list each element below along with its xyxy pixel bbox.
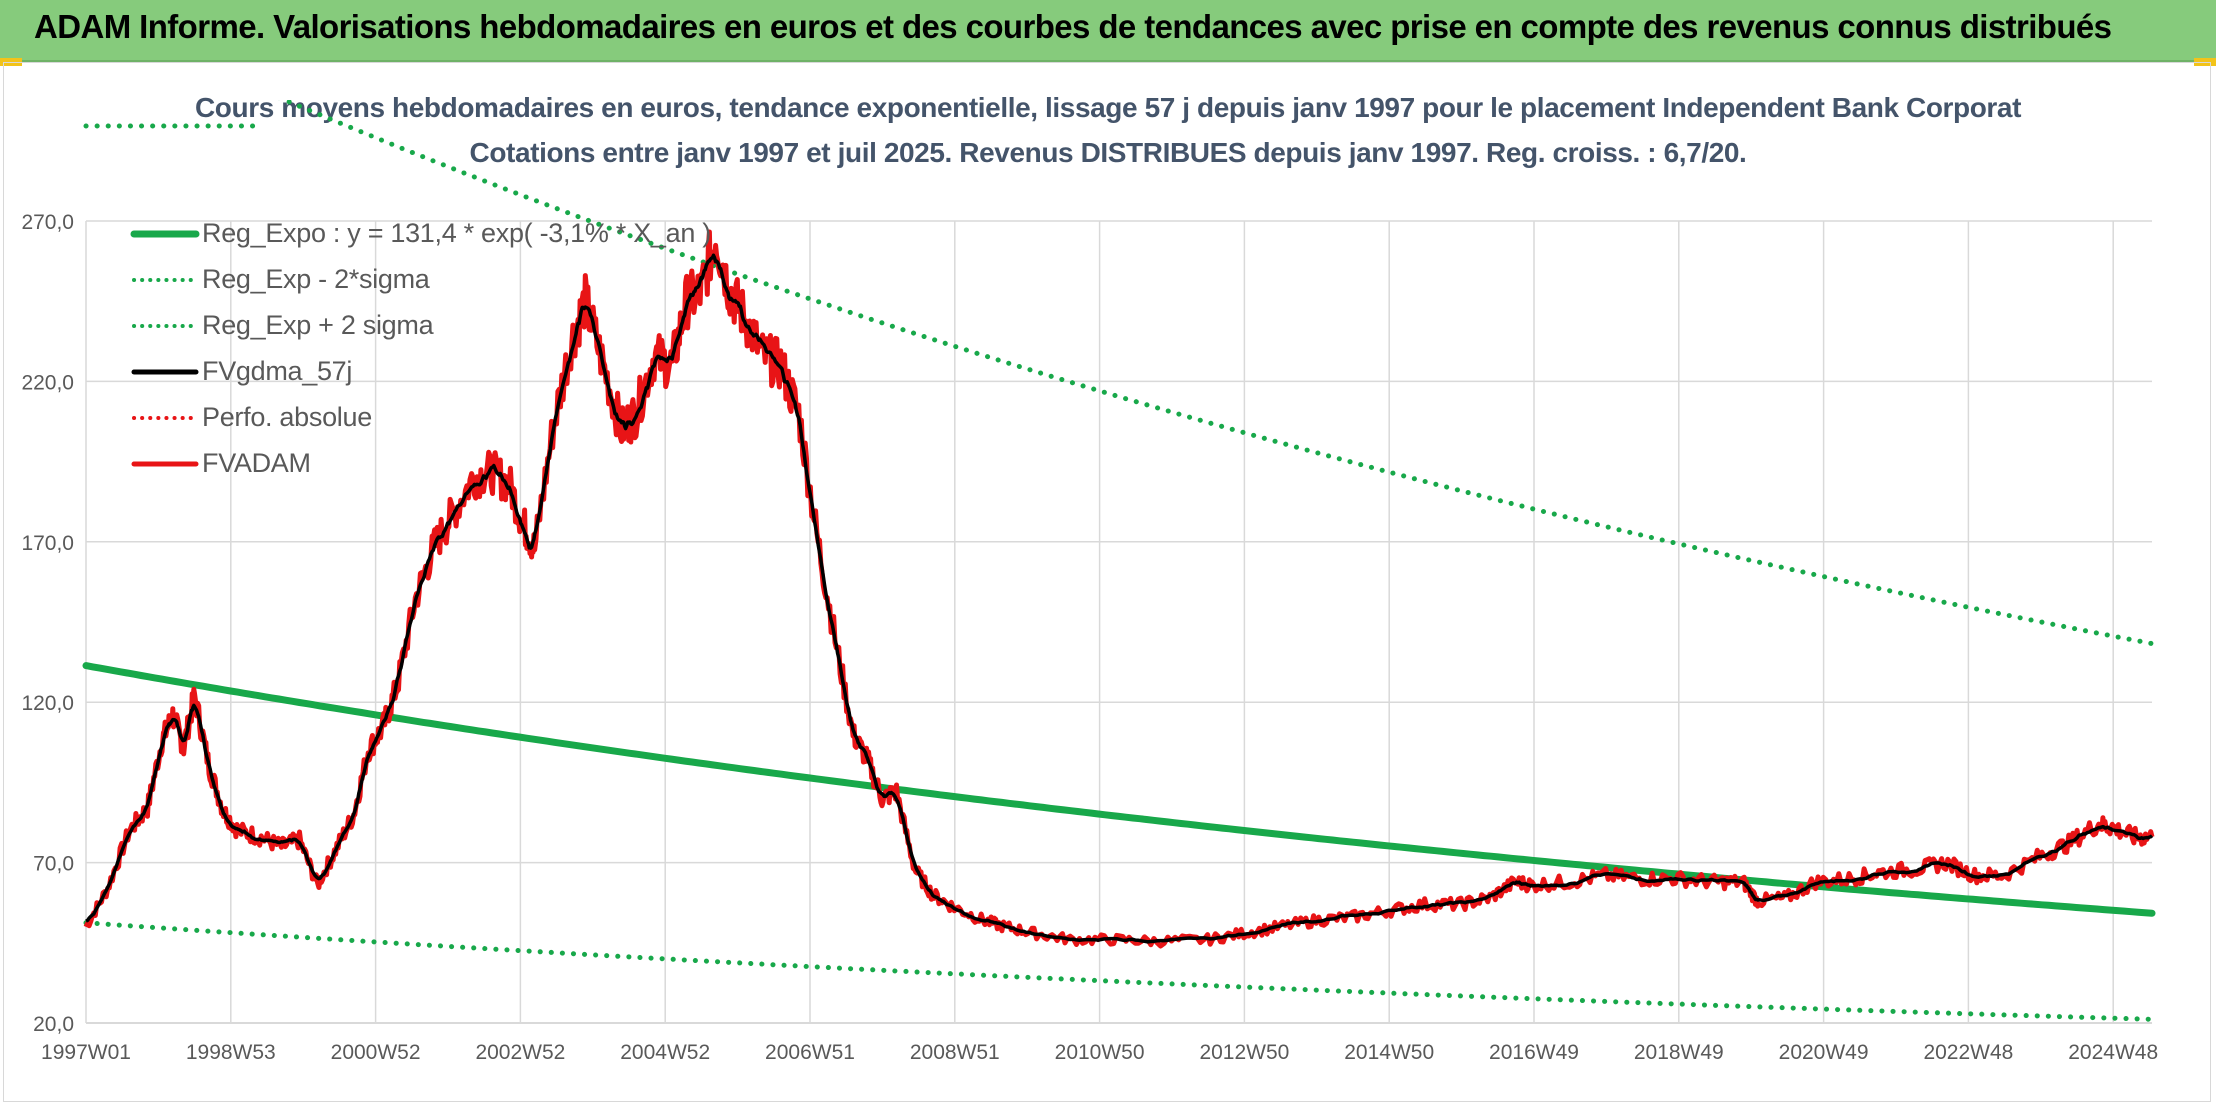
legend-swatch [131, 369, 199, 375]
chart-frame [3, 62, 2211, 1102]
report-banner-title: ADAM Informe. Valorisations hebdomadaire… [34, 8, 2112, 45]
legend-swatch [132, 324, 198, 328]
x-tick-label: 2006W51 [765, 1041, 855, 1064]
chart-subtitle: Cotations entre janv 1997 et juil 2025. … [469, 137, 1747, 168]
y-tick-label: 270,0 [21, 211, 74, 234]
x-tick-label: 2000W52 [331, 1041, 421, 1064]
x-tick-label: 2002W52 [475, 1041, 565, 1064]
legend-label: Reg_Expo : y = 131,4 * exp( -3,1% * X_an… [202, 218, 711, 248]
x-tick-label: 2014W50 [1344, 1041, 1434, 1064]
y-tick-label: 170,0 [21, 532, 74, 555]
legend-label: Reg_Exp - 2*sigma [202, 264, 430, 294]
x-tick-label: 2022W48 [1923, 1041, 2013, 1064]
smoothed-line [85, 253, 2154, 944]
x-tick-label: 2024W48 [2068, 1041, 2158, 1064]
x-tick-label: 1998W53 [186, 1041, 276, 1064]
x-tick-label: 2018W49 [1634, 1041, 1724, 1064]
legend-swatch [132, 278, 198, 282]
x-tick-label: 2008W51 [910, 1041, 1000, 1064]
chart-title: Cours moyens hebdomadaires en euros, ten… [194, 92, 2022, 123]
report-banner: ADAM Informe. Valorisations hebdomadaire… [0, 0, 2216, 62]
x-tick-label: 1997W01 [41, 1041, 131, 1064]
legend-swatch [130, 230, 200, 238]
legend-label: Reg_Exp + 2 sigma [202, 310, 434, 340]
x-tick-label: 2004W52 [620, 1041, 710, 1064]
legend-swatch [132, 416, 198, 420]
x-tick-label: 2016W49 [1489, 1041, 1579, 1064]
legend-label: FVgdma_57j [202, 356, 353, 386]
legend-label: FVADAM [202, 448, 311, 478]
x-tick-label: 2010W50 [1055, 1041, 1145, 1064]
y-tick-label: 220,0 [21, 371, 74, 394]
x-tick-label: 2020W49 [1779, 1041, 1869, 1064]
y-tick-label: 20,0 [33, 1013, 74, 1036]
legend-label: Perfo. absolue [202, 402, 372, 432]
legend-swatch [131, 461, 199, 467]
x-tick-label: 2012W50 [1199, 1041, 1289, 1064]
y-tick-label: 70,0 [33, 853, 74, 876]
regression-lower-band [83, 920, 2155, 1022]
y-tick-label: 120,0 [21, 692, 74, 715]
